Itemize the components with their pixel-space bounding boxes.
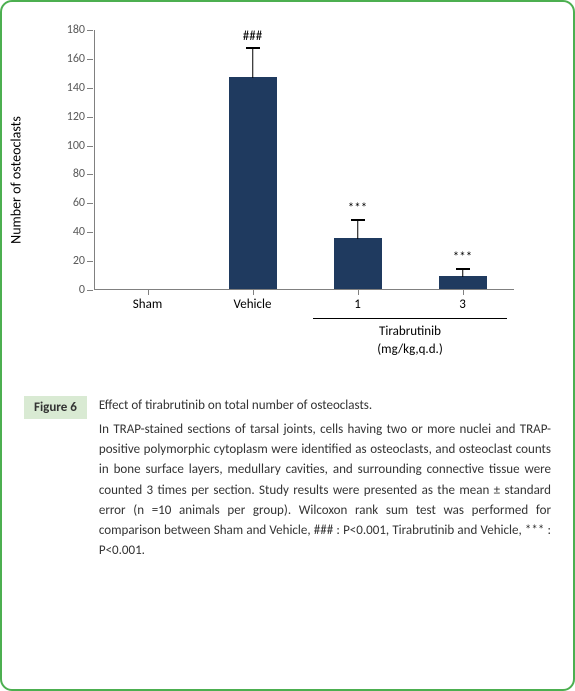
x-tick bbox=[358, 289, 359, 295]
y-tick-label: 20 bbox=[73, 254, 85, 268]
y-tick-label: 120 bbox=[67, 110, 85, 124]
y-tick-label: 140 bbox=[67, 81, 85, 95]
y-tick bbox=[87, 30, 93, 31]
x-tick-label: Vehicle bbox=[234, 297, 272, 312]
y-tick bbox=[87, 59, 93, 60]
significance-marker: *** bbox=[348, 201, 367, 216]
x-tick-label: 1 bbox=[354, 297, 361, 312]
y-tick bbox=[87, 203, 93, 204]
y-tick bbox=[87, 146, 93, 147]
y-tick bbox=[87, 88, 93, 89]
y-tick-label: 80 bbox=[73, 167, 85, 181]
osteoclast-bar-chart: Number of osteoclasts 020406080100120140… bbox=[24, 20, 544, 340]
y-tick-label: 180 bbox=[67, 23, 85, 37]
y-tick-label: 100 bbox=[67, 139, 85, 153]
plot-area: 020406080100120140160180Sham###Vehicle**… bbox=[94, 30, 514, 290]
figure-caption: Figure 6 Effect of tirabrutinib on total… bbox=[24, 396, 551, 561]
figure-label-badge: Figure 6 bbox=[24, 396, 87, 419]
x-tick-label: Sham bbox=[133, 297, 162, 312]
error-bar bbox=[252, 47, 254, 77]
bar bbox=[334, 238, 382, 289]
y-tick-label: 40 bbox=[73, 225, 85, 239]
significance-marker: *** bbox=[453, 250, 472, 265]
significance-marker: ### bbox=[243, 29, 262, 44]
error-bar bbox=[357, 219, 359, 239]
error-cap bbox=[246, 47, 260, 49]
error-cap bbox=[456, 268, 470, 270]
y-tick bbox=[87, 117, 93, 118]
group-line bbox=[313, 318, 506, 319]
y-tick bbox=[87, 290, 93, 291]
y-axis-label: Number of osteoclasts bbox=[8, 116, 25, 244]
y-tick bbox=[87, 261, 93, 262]
y-tick-label: 160 bbox=[67, 52, 85, 66]
x-tick bbox=[148, 289, 149, 295]
y-tick bbox=[87, 232, 93, 233]
bar bbox=[439, 276, 487, 289]
x-tick bbox=[463, 289, 464, 295]
y-tick-label: 0 bbox=[79, 283, 85, 297]
x-tick-label: 3 bbox=[459, 297, 466, 312]
caption-body: In TRAP-stained sections of tarsal joint… bbox=[99, 420, 551, 561]
caption-title: Effect of tirabrutinib on total number o… bbox=[99, 396, 551, 416]
y-tick bbox=[87, 174, 93, 175]
error-cap bbox=[351, 219, 365, 221]
y-tick-label: 60 bbox=[73, 196, 85, 210]
caption-text: Effect of tirabrutinib on total number o… bbox=[99, 396, 551, 561]
bar bbox=[229, 77, 277, 289]
group-label-line2: (mg/kg,q.d.) bbox=[377, 342, 443, 357]
group-label-line1: Tirabrutinib bbox=[379, 324, 441, 339]
x-tick bbox=[253, 289, 254, 295]
